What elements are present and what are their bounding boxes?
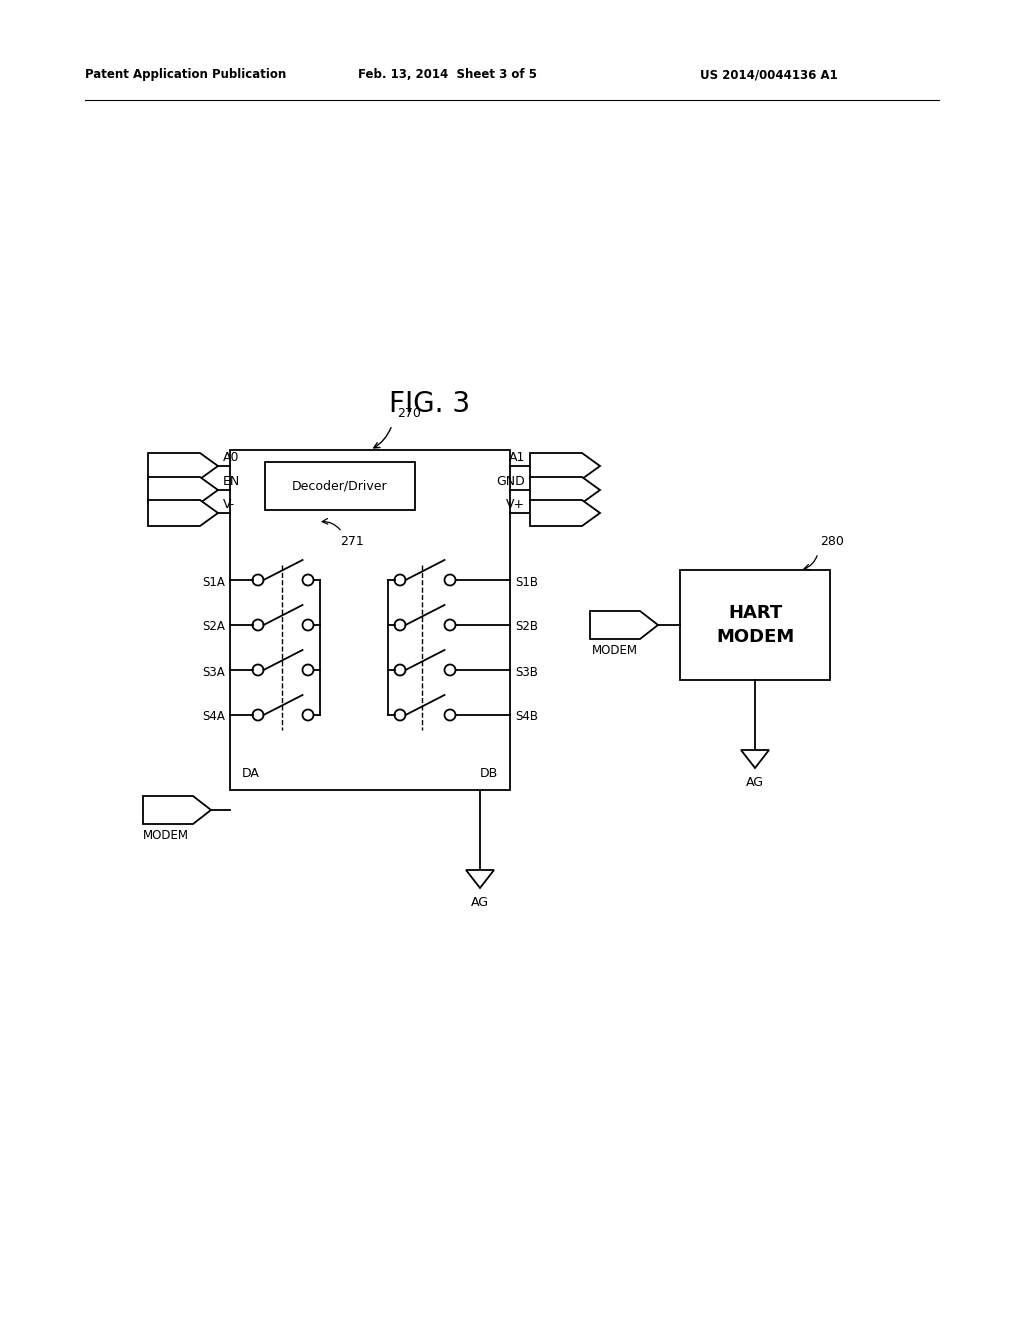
Text: S1A: S1A [202, 576, 225, 589]
Text: A0: A0 [223, 451, 240, 465]
Text: GND: GND [497, 475, 525, 488]
Text: AG: AG [471, 896, 489, 909]
Text: Feb. 13, 2014  Sheet 3 of 5: Feb. 13, 2014 Sheet 3 of 5 [358, 69, 537, 81]
Text: S3A: S3A [203, 665, 225, 678]
Text: Decoder/Driver: Decoder/Driver [292, 479, 388, 492]
Polygon shape [741, 750, 769, 768]
Bar [230, 450, 510, 789]
Text: S1B: S1B [515, 576, 538, 589]
Polygon shape [148, 477, 218, 503]
Text: MODEM: MODEM [592, 644, 638, 657]
Bar [265, 462, 415, 510]
Text: A1: A1 [509, 451, 525, 465]
Text: S4A: S4A [202, 710, 225, 723]
Text: EN: EN [223, 475, 241, 488]
Text: 271: 271 [340, 535, 364, 548]
Text: 270: 270 [397, 407, 421, 420]
Text: AG: AG [746, 776, 764, 789]
Polygon shape [590, 611, 658, 639]
Polygon shape [530, 477, 600, 503]
Text: S3B: S3B [515, 665, 538, 678]
Bar [680, 570, 830, 680]
Text: S2A: S2A [202, 620, 225, 634]
Polygon shape [466, 870, 494, 888]
Polygon shape [148, 453, 218, 479]
Text: MODEM: MODEM [143, 829, 189, 842]
Text: US 2014/0044136 A1: US 2014/0044136 A1 [700, 69, 838, 81]
Text: V+: V+ [506, 498, 525, 511]
Text: HART
MODEM: HART MODEM [716, 605, 795, 645]
Polygon shape [530, 453, 600, 479]
Polygon shape [148, 500, 218, 525]
Text: S2B: S2B [515, 620, 538, 634]
Polygon shape [530, 500, 600, 525]
Text: S4B: S4B [515, 710, 538, 723]
Text: DB: DB [480, 767, 498, 780]
Polygon shape [143, 796, 211, 824]
Text: 280: 280 [820, 535, 844, 548]
Text: V-: V- [223, 498, 236, 511]
Text: DA: DA [242, 767, 260, 780]
Text: Patent Application Publication: Patent Application Publication [85, 69, 287, 81]
Text: FIG. 3: FIG. 3 [389, 389, 471, 418]
